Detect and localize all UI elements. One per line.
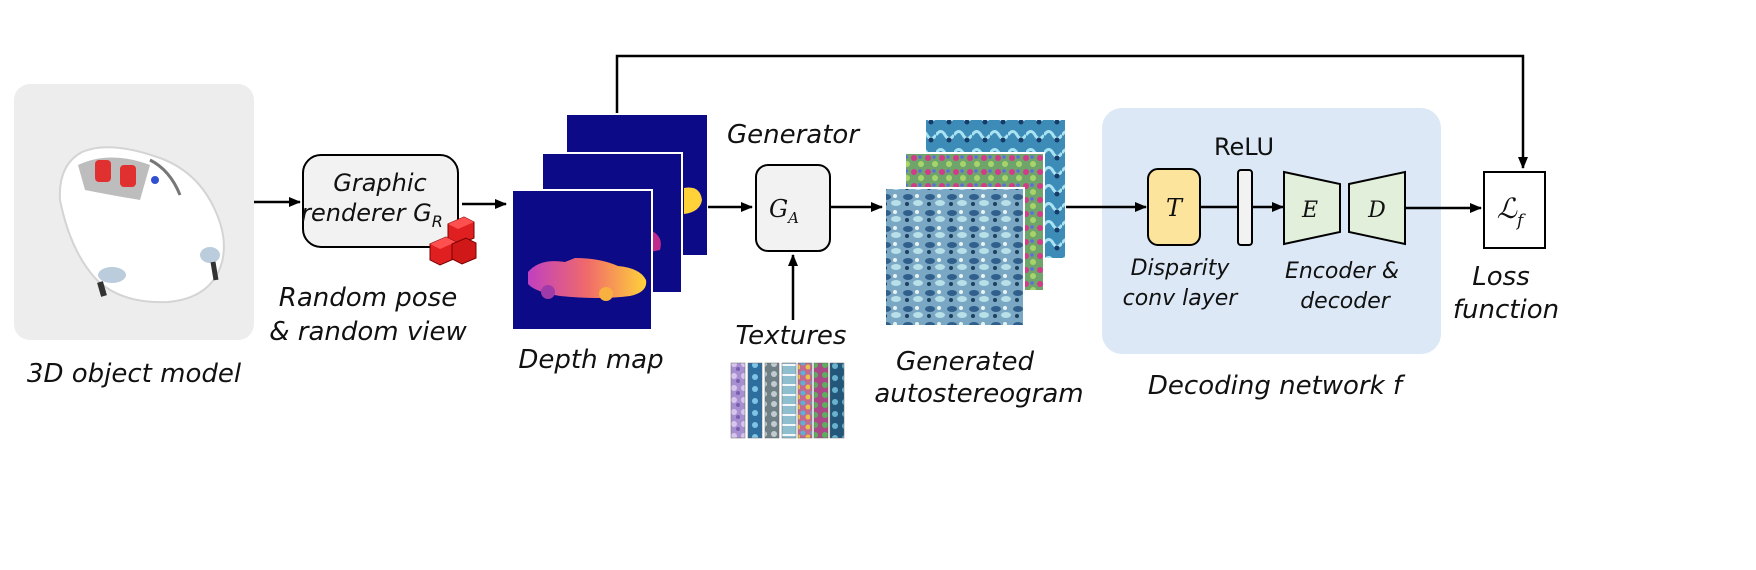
autostereogram-caption-line1: Generated	[896, 347, 1034, 377]
texture-strip	[781, 362, 797, 439]
arrow-depth-to-loss	[615, 54, 1528, 169]
texture-strip	[813, 362, 829, 439]
graphic-renderer-box: Graphic renderer GR	[301, 154, 459, 248]
texture-strip	[829, 362, 845, 439]
autostereogram-caption-line2: autostereogram	[874, 379, 1083, 409]
autostereogram-front	[884, 187, 1025, 327]
disparity-caption-line2: conv layer	[1123, 286, 1240, 311]
texture-strips	[730, 362, 845, 439]
loss-function-box: ℒf	[1483, 171, 1546, 249]
encoder-symbol: E	[1301, 198, 1318, 223]
renderer-caption-line2: & random view	[269, 317, 467, 347]
red-cubes-icon	[429, 216, 477, 266]
renderer-label-line1: Graphic	[333, 169, 426, 197]
loss-caption-line2: function	[1453, 295, 1559, 325]
texture-strip	[764, 362, 780, 439]
generator-symbol: GA	[769, 195, 799, 227]
generator-box: GA	[755, 164, 831, 252]
relu-label: ReLU	[1214, 133, 1274, 161]
texture-strip	[747, 362, 763, 439]
texture-strip	[797, 362, 813, 439]
textures-caption: Textures	[736, 321, 847, 351]
depth-map-stack	[511, 115, 707, 331]
autostereogram-stack	[884, 120, 1065, 327]
object-model-panel	[14, 84, 254, 340]
depth-map-caption: Depth map	[518, 345, 663, 375]
decoder-symbol: D	[1367, 198, 1386, 223]
generator-title: Generator	[727, 120, 861, 150]
disparity-conv-layer: T	[1147, 168, 1201, 246]
loss-symbol: ℒf	[1497, 192, 1526, 231]
disparity-symbol: T	[1166, 194, 1184, 222]
object-model-caption: 3D object model	[27, 359, 242, 389]
car-model-image	[58, 146, 225, 304]
texture-strip	[730, 362, 746, 439]
renderer-caption-line1: Random pose	[279, 283, 457, 313]
decoder-block: D	[1348, 170, 1406, 246]
decoding-network-caption: Decoding network f	[1148, 371, 1406, 401]
encdec-caption-line1: Encoder &	[1285, 259, 1399, 284]
renderer-label-line2: renderer GR	[301, 199, 443, 231]
disparity-caption-line1: Disparity	[1131, 256, 1231, 281]
relu-layer	[1237, 169, 1253, 246]
depth-car-silhouette	[528, 258, 647, 298]
encoder-block: E	[1283, 170, 1341, 246]
encdec-caption-line2: decoder	[1300, 289, 1392, 314]
loss-caption-line1: Loss	[1472, 262, 1529, 292]
